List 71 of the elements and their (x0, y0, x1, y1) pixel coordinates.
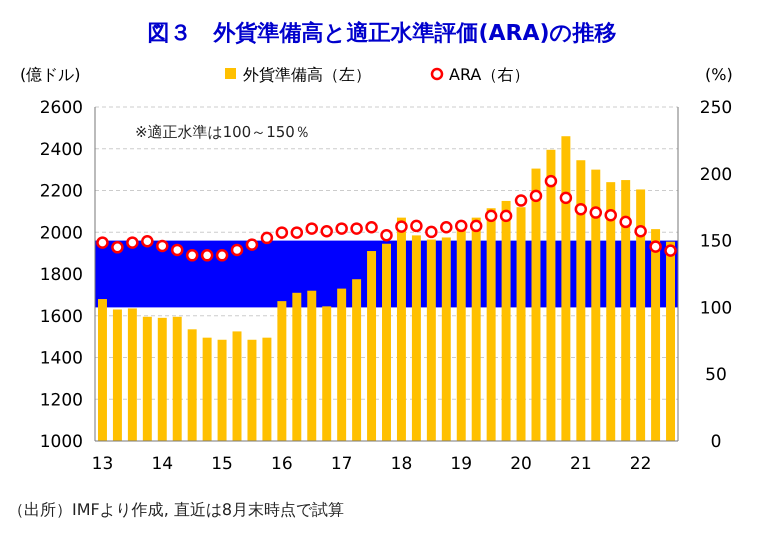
point (96, 236, 109, 249)
point (141, 235, 154, 248)
y-tick-label: 2000 (40, 223, 83, 244)
x-tick-label: 19 (450, 454, 472, 474)
point (440, 220, 453, 234)
point (395, 220, 408, 233)
point (126, 236, 139, 249)
point (320, 225, 333, 238)
point (664, 244, 677, 257)
legend-label: 外貨準備高（左） (243, 65, 371, 84)
text: （出所）IMFより作成, 直近は8月末時点で試算 (8, 500, 344, 519)
y-tick-label: 1800 (40, 265, 83, 285)
point (365, 220, 378, 234)
point (590, 206, 602, 219)
point (649, 240, 662, 253)
point (290, 226, 304, 239)
y2-tick-label: 200 (700, 164, 732, 185)
x-tick-label: 13 (92, 454, 114, 474)
point (380, 229, 393, 242)
chart-title: 図３ 外貨準備高と適正水準評価(ARA)の推移 (147, 20, 617, 46)
y-tick-label: 1600 (40, 306, 83, 327)
point (260, 232, 274, 244)
point (350, 222, 363, 235)
y-axis-title: (億ドル) (20, 65, 80, 84)
annotation: ※適正水準は100～150％ (135, 123, 310, 141)
point (410, 220, 423, 232)
y2-tick-label: 250 (700, 98, 732, 118)
x-tick-label: 20 (510, 454, 532, 474)
point (514, 194, 528, 207)
point (574, 202, 588, 216)
point (470, 220, 482, 232)
point (634, 225, 647, 238)
point (276, 226, 288, 239)
legend-label: ARA（右） (449, 65, 530, 84)
y2-tick-label: 150 (700, 232, 732, 252)
x-tick-label: 17 (330, 454, 352, 474)
point (170, 244, 184, 256)
point (306, 222, 318, 235)
point (425, 226, 438, 238)
point (484, 210, 498, 222)
point (544, 174, 558, 188)
y-tick-label: 1400 (40, 348, 83, 368)
y-tick-label: 1000 (40, 432, 83, 452)
y2-axis-title: (%) (705, 65, 733, 84)
y-tick-label: 2600 (40, 98, 83, 118)
point (335, 222, 348, 235)
point (500, 210, 512, 222)
point (530, 190, 542, 202)
point (200, 249, 214, 262)
x-tick-label: 18 (390, 454, 412, 474)
point (604, 208, 617, 222)
point (216, 249, 228, 262)
y-tick-label: 1200 (40, 390, 83, 410)
point (454, 220, 468, 232)
point (156, 240, 169, 252)
x-tick-label: 21 (570, 454, 592, 474)
x-tick-label: 14 (151, 454, 174, 474)
point (246, 238, 258, 251)
x-tick-label: 22 (630, 454, 652, 474)
point (230, 244, 244, 256)
y2-tick-label: 100 (700, 298, 732, 318)
point (619, 216, 632, 228)
y-tick-label: 2400 (40, 140, 83, 160)
x-tick-label: 15 (211, 454, 233, 474)
point (560, 192, 572, 204)
point (111, 241, 124, 254)
y-tick-label: 2200 (40, 182, 83, 202)
x-tick-label: 16 (271, 454, 293, 474)
y2-tick-label: 0 (710, 432, 722, 452)
point (186, 249, 198, 262)
y2-tick-label: 50 (705, 365, 727, 386)
